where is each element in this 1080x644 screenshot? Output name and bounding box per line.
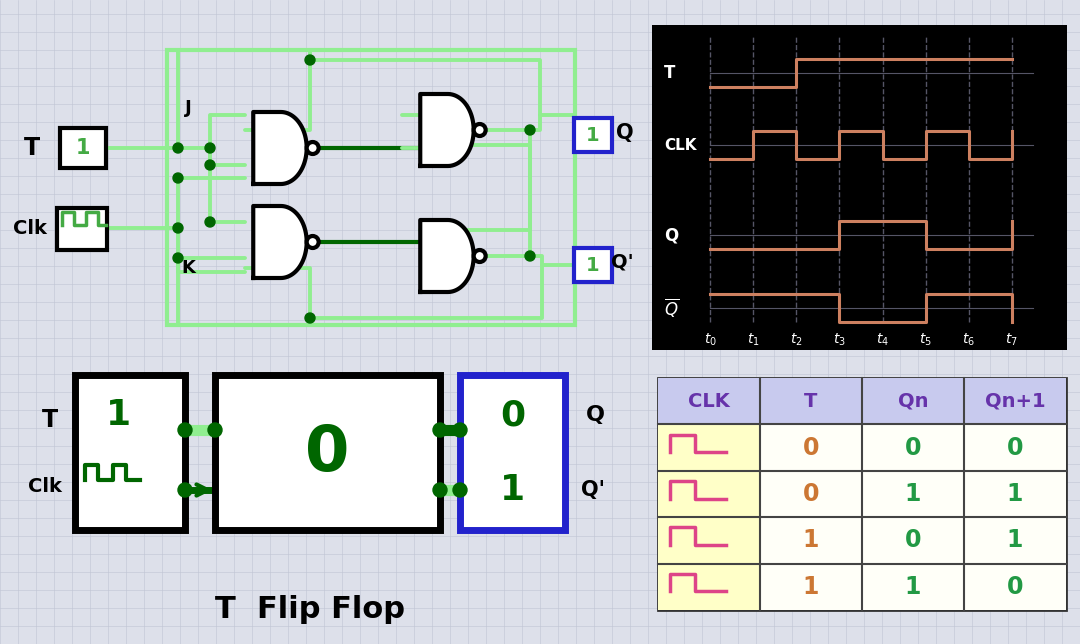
Bar	[658, 378, 1066, 424]
Text: 0: 0	[1007, 435, 1023, 460]
Text: 1: 1	[586, 126, 599, 144]
Bar	[760, 424, 862, 471]
Text: 1: 1	[586, 256, 599, 274]
Bar	[215, 375, 440, 530]
Text: $t_3$: $t_3$	[833, 332, 846, 348]
Text: CLK: CLK	[664, 138, 697, 153]
Text: Clk: Clk	[28, 477, 62, 497]
Bar	[167, 50, 575, 325]
Text: T  Flip Flop: T Flip Flop	[215, 596, 405, 625]
Bar	[964, 424, 1066, 471]
Text: T: T	[664, 64, 675, 82]
Polygon shape	[253, 112, 307, 184]
Circle shape	[173, 173, 183, 183]
Text: CLK: CLK	[688, 392, 730, 411]
Circle shape	[453, 483, 467, 497]
Text: K: K	[181, 259, 194, 277]
Text: 0: 0	[905, 528, 921, 553]
Bar	[964, 517, 1066, 564]
Bar	[460, 375, 565, 530]
Text: Q: Q	[664, 226, 678, 244]
Text: 0: 0	[802, 482, 820, 506]
Bar	[964, 564, 1066, 610]
Circle shape	[178, 483, 192, 497]
Bar	[760, 564, 862, 610]
Text: Qn+1: Qn+1	[985, 392, 1045, 411]
Bar	[652, 25, 1067, 350]
Text: $t_7$: $t_7$	[1005, 332, 1018, 348]
Text: Q': Q'	[610, 252, 633, 272]
Circle shape	[433, 423, 447, 437]
Text: $t_2$: $t_2$	[789, 332, 802, 348]
Circle shape	[205, 217, 215, 227]
Polygon shape	[420, 220, 474, 292]
Text: 1: 1	[76, 138, 91, 158]
Text: $t_4$: $t_4$	[876, 332, 889, 348]
Bar	[760, 517, 862, 564]
Bar	[658, 517, 760, 564]
Text: Q: Q	[617, 123, 634, 143]
Bar	[964, 471, 1066, 517]
Text: Q: Q	[585, 405, 605, 425]
Text: 1: 1	[1007, 528, 1023, 553]
Circle shape	[173, 223, 183, 233]
Text: 1: 1	[107, 398, 132, 432]
Text: $t_0$: $t_0$	[703, 332, 716, 348]
Text: 1: 1	[802, 528, 820, 553]
Circle shape	[173, 143, 183, 153]
Bar	[658, 378, 1066, 610]
Polygon shape	[420, 94, 474, 166]
Circle shape	[307, 236, 319, 248]
Bar	[75, 375, 185, 530]
Circle shape	[525, 125, 535, 135]
Bar	[862, 517, 964, 564]
Text: J: J	[185, 99, 191, 117]
Circle shape	[305, 313, 315, 323]
Text: Q': Q'	[581, 480, 605, 500]
Bar	[862, 564, 964, 610]
Circle shape	[173, 253, 183, 263]
Circle shape	[433, 483, 447, 497]
Text: Qn: Qn	[897, 392, 928, 411]
Text: Clk: Clk	[13, 218, 46, 238]
Bar	[573, 248, 612, 282]
Text: $\overline{Q}$: $\overline{Q}$	[664, 296, 679, 319]
Bar	[57, 208, 107, 250]
Circle shape	[474, 250, 486, 262]
Circle shape	[307, 142, 319, 154]
Circle shape	[205, 160, 215, 170]
Bar	[862, 471, 964, 517]
Text: 0: 0	[905, 435, 921, 460]
Bar	[658, 564, 760, 610]
Text: 1: 1	[500, 473, 525, 507]
Text: T: T	[805, 392, 818, 411]
Bar	[60, 128, 106, 168]
Text: T: T	[24, 136, 40, 160]
Bar	[658, 424, 760, 471]
Bar	[862, 424, 964, 471]
Circle shape	[525, 251, 535, 261]
Text: 0: 0	[1007, 575, 1023, 599]
Polygon shape	[253, 206, 307, 278]
Circle shape	[178, 423, 192, 437]
Circle shape	[208, 423, 222, 437]
Text: $t_1$: $t_1$	[746, 332, 759, 348]
Text: 1: 1	[802, 575, 820, 599]
Text: T: T	[42, 408, 58, 432]
Text: $t_5$: $t_5$	[919, 332, 932, 348]
Circle shape	[305, 55, 315, 65]
Text: 0: 0	[802, 435, 820, 460]
Bar	[658, 471, 760, 517]
Bar	[573, 118, 612, 152]
Text: 1: 1	[905, 482, 921, 506]
Text: $t_6$: $t_6$	[962, 332, 975, 348]
Text: 0: 0	[306, 422, 350, 484]
Text: 1: 1	[905, 575, 921, 599]
Bar	[760, 471, 862, 517]
Circle shape	[453, 423, 467, 437]
Circle shape	[205, 143, 215, 153]
Text: 1: 1	[1007, 482, 1023, 506]
Text: 0: 0	[500, 398, 525, 432]
Circle shape	[474, 124, 486, 136]
